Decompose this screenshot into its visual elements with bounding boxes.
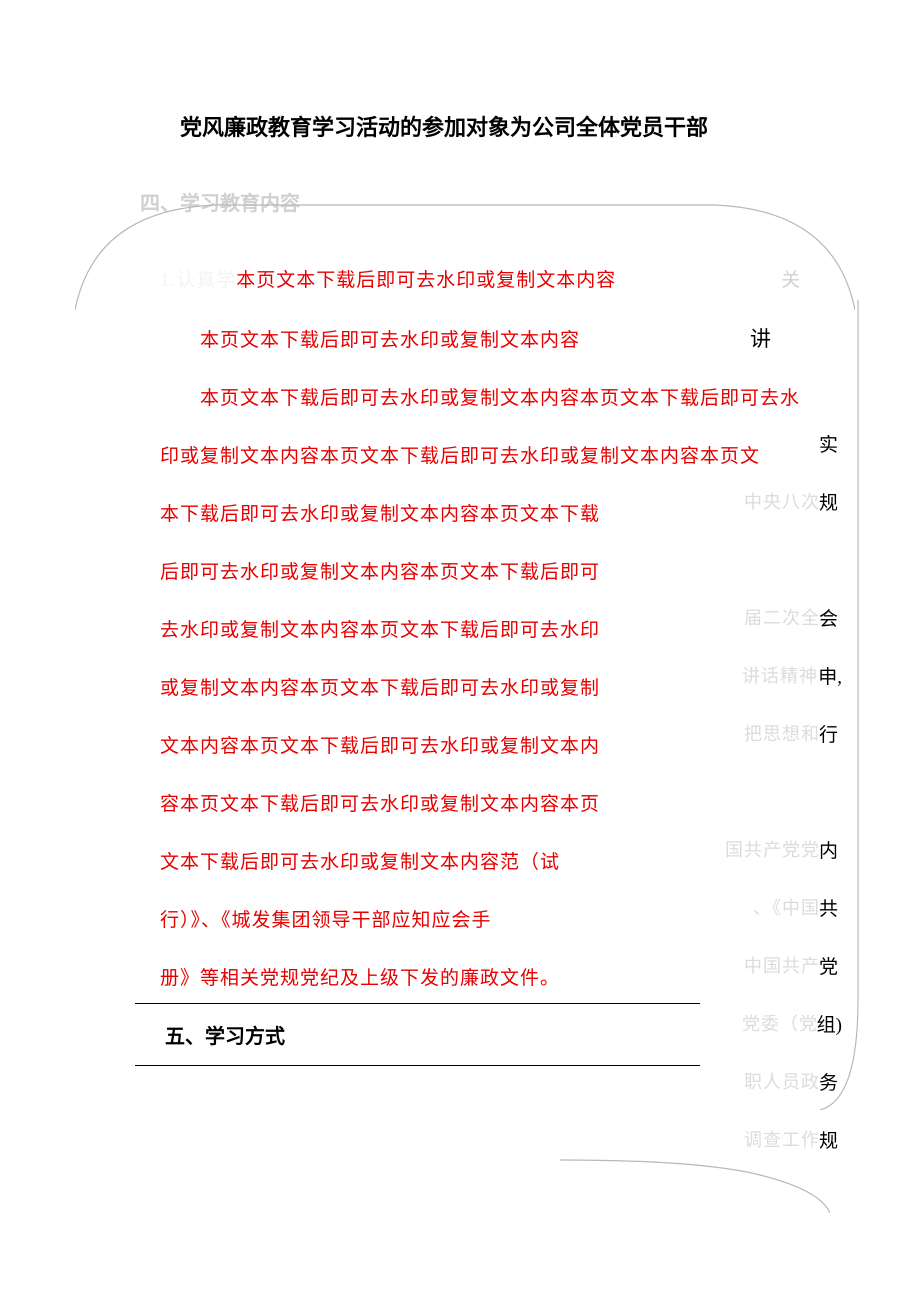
text-line-2: 空格本页文本下载后即可去水印或复制文本内容讲 (160, 310, 820, 370)
watermark-text-8: 或复制文本内容本页文本下载后即可去水印或复制 (160, 678, 600, 699)
faded-r8: 党委（党 (742, 1010, 818, 1036)
watermark-text-3: 本页文本下载后即可去水印或复制文本内容本页文本下载后即可去水 (200, 388, 800, 409)
body-text-area: 1.认真学本页文本下载后即可去水印或复制文本内容关 空格本页文本下载后即可去水印… (160, 252, 820, 1008)
faded-r1: 中央八次 (744, 488, 820, 514)
text-line-3: 空格本页文本下载后即可去水印或复制文本内容本页文本下载后即可去水 (160, 370, 820, 428)
watermark-text-1: 本页文本下载后即可去水印或复制文本内容 (236, 270, 616, 291)
page-container: 党风廉政教育学习活动的参加对象为公司全体党员干部 四、学习教育内容 1.认真学本… (0, 0, 920, 1301)
text-line-1: 1.认真学本页文本下载后即可去水印或复制文本内容关 (160, 252, 820, 310)
watermark-text-13: 册》等相关党规党纪及上级下发的廉政文件。 (160, 968, 560, 989)
right-char-xing: 行 (819, 720, 838, 747)
right-char-dang: 党 (819, 952, 838, 979)
title-text: 党风廉政教育学习活动的参加对象为公司全体党员干部 (180, 110, 800, 145)
right-char-wu: 务 (819, 1068, 838, 1095)
faded-r6: 、《中国 (753, 894, 820, 920)
line1-suffix: 关 (781, 270, 801, 291)
watermark-text-4: 印或复制文本内容本页文本下载后即可去水印或复制文本内容本页文 (160, 446, 760, 467)
right-char-gui2: 规 (819, 1126, 838, 1153)
section-5-heading: 五、学习方式 (165, 1026, 285, 1048)
right-char-gong: 共 (819, 894, 838, 921)
faded-r5: 国共产党党 (725, 836, 820, 862)
faded-r7: 中国共产 (744, 952, 820, 978)
watermark-text-9: 文本内容本页文本下载后即可去水印或复制文本内 (160, 736, 600, 757)
section-5-box: 五、学习方式 (135, 1003, 700, 1066)
faded-r9: 职人员政 (744, 1068, 820, 1094)
right-char-zu: 组) (817, 1010, 842, 1037)
right-char-shi: 实 (819, 430, 838, 457)
watermark-text-6: 后即可去水印或复制文本内容本页文本下载后即可 (160, 562, 600, 583)
text-line-8: 或复制文本内容本页文本下载后即可去水印或复制 (160, 660, 820, 718)
faded-r3: 讲话精神 (742, 662, 818, 688)
section-4-heading: 四、学习教育内容 (140, 187, 800, 216)
faded-r2: 届二次全 (744, 604, 820, 630)
text-line-5: 本下载后即可去水印或复制文本内容本页文本下载 (160, 486, 820, 544)
text-line-13: 册》等相关党规党纪及上级下发的廉政文件。 (160, 950, 820, 1008)
text-line-4: 印或复制文本内容本页文本下载后即可去水印或复制文本内容本页文 (160, 428, 820, 486)
watermark-text-2: 本页文本下载后即可去水印或复制文本内容 (200, 330, 580, 351)
text-line-12: 行）》、《城发集团领导干部应知应会手 (160, 892, 820, 950)
right-char-hui: 会 (819, 604, 838, 631)
right-char-gui: 规 (819, 488, 838, 515)
watermark-text-7: 去水印或复制文本内容本页文本下载后即可去水印 (160, 620, 600, 641)
watermark-text-5: 本下载后即可去水印或复制文本内容本页文本下载 (160, 504, 600, 525)
text-line-7: 去水印或复制文本内容本页文本下载后即可去水印 (160, 602, 820, 660)
line2-black: 讲 (750, 327, 772, 351)
faded-r4: 把思想和 (744, 720, 820, 746)
watermark-text-10: 容本页文本下载后即可去水印或复制文本内容本页 (160, 794, 600, 815)
right-char-nei: 内 (819, 836, 838, 863)
text-line-10: 容本页文本下载后即可去水印或复制文本内容本页 (160, 776, 820, 834)
text-line-6: 后即可去水印或复制文本内容本页文本下载后即可 (160, 544, 820, 602)
text-line-9: 文本内容本页文本下载后即可去水印或复制文本内 (160, 718, 820, 776)
watermark-text-12: 行）》、《城发集团领导干部应知应会手 (160, 910, 492, 931)
watermark-text-11: 文本下载后即可去水印或复制文本内容范（试 (160, 852, 560, 873)
faded-r10: 调查工作 (744, 1126, 820, 1152)
right-char-shen: 申, (818, 662, 842, 689)
text-line-11: 文本下载后即可去水印或复制文本内容范（试 (160, 834, 820, 892)
